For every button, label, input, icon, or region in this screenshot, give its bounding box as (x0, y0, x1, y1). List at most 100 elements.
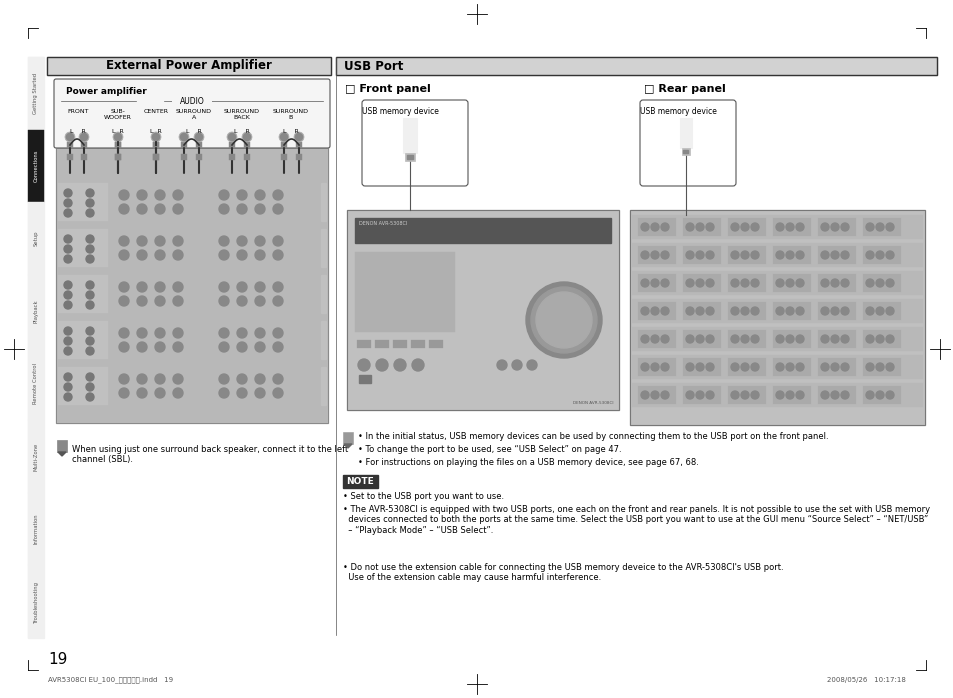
Circle shape (525, 282, 601, 358)
Bar (181, 142, 187, 148)
Bar (215, 321, 301, 359)
Circle shape (280, 133, 287, 140)
Circle shape (64, 327, 71, 335)
Circle shape (219, 190, 229, 200)
Circle shape (154, 282, 165, 292)
Circle shape (79, 132, 89, 142)
Circle shape (172, 388, 183, 398)
Bar (772, 246, 810, 264)
Circle shape (219, 296, 229, 306)
Circle shape (875, 391, 883, 399)
Polygon shape (344, 444, 352, 448)
FancyBboxPatch shape (639, 100, 735, 186)
Circle shape (119, 328, 129, 338)
Bar (195, 154, 202, 161)
Bar (115, 154, 121, 161)
Circle shape (660, 279, 668, 287)
Bar (772, 358, 810, 376)
Circle shape (273, 236, 283, 246)
Bar (115, 154, 121, 161)
Bar (47, 57, 331, 75)
Circle shape (254, 190, 265, 200)
Bar (862, 274, 900, 292)
Circle shape (254, 296, 265, 306)
Text: AVR5308CI EU_100_初検作成中.indd   19: AVR5308CI EU_100_初検作成中.indd 19 (48, 676, 172, 683)
Bar (862, 218, 900, 236)
Bar (343, 475, 377, 488)
Circle shape (119, 236, 129, 246)
Bar (215, 275, 301, 313)
Bar (281, 142, 287, 148)
Circle shape (242, 132, 252, 142)
Circle shape (775, 335, 783, 343)
Text: Remote Control: Remote Control (33, 364, 38, 404)
Circle shape (273, 342, 283, 352)
Circle shape (243, 133, 251, 140)
Circle shape (696, 251, 703, 259)
Text: L  R: L R (112, 129, 124, 134)
Circle shape (875, 279, 883, 287)
Bar (320, 275, 326, 313)
Circle shape (236, 342, 247, 352)
Circle shape (219, 342, 229, 352)
Circle shape (154, 342, 165, 352)
Circle shape (357, 359, 370, 371)
Bar (772, 274, 810, 292)
Circle shape (394, 359, 406, 371)
Text: • To change the port to be used, see “USB Select” on page 47.: • To change the port to be used, see “US… (357, 445, 621, 454)
Bar (727, 218, 765, 236)
Circle shape (64, 199, 71, 207)
Bar (638, 246, 676, 264)
Circle shape (137, 236, 147, 246)
Bar (817, 274, 855, 292)
Circle shape (830, 223, 838, 231)
Circle shape (295, 133, 302, 140)
Circle shape (64, 373, 71, 381)
Circle shape (875, 335, 883, 343)
Bar (682, 358, 720, 376)
Circle shape (86, 373, 94, 381)
Circle shape (885, 391, 893, 399)
Bar (862, 246, 900, 264)
Circle shape (119, 282, 129, 292)
Circle shape (875, 363, 883, 371)
Circle shape (64, 337, 71, 345)
Circle shape (660, 251, 668, 259)
Circle shape (875, 251, 883, 259)
Circle shape (119, 342, 129, 352)
Circle shape (750, 363, 759, 371)
Circle shape (119, 204, 129, 214)
Circle shape (236, 236, 247, 246)
Bar (682, 150, 687, 153)
Circle shape (219, 282, 229, 292)
Circle shape (730, 251, 739, 259)
Circle shape (830, 251, 838, 259)
Circle shape (640, 251, 648, 259)
Bar (28, 493, 44, 565)
Circle shape (236, 374, 247, 384)
Circle shape (865, 307, 873, 315)
Circle shape (412, 359, 423, 371)
Circle shape (841, 391, 848, 399)
Bar (320, 367, 326, 405)
Bar (407, 155, 413, 159)
Text: 2008/05/26   10:17:18: 2008/05/26 10:17:18 (826, 677, 905, 683)
Text: L    R: L R (71, 129, 86, 134)
Circle shape (86, 347, 94, 355)
Bar (358, 375, 371, 383)
Bar (681, 148, 689, 155)
Bar (67, 142, 73, 148)
Circle shape (254, 342, 265, 352)
Circle shape (254, 236, 265, 246)
Circle shape (821, 251, 828, 259)
Bar (631, 215, 923, 239)
Circle shape (740, 279, 748, 287)
Bar (116, 275, 201, 313)
Circle shape (172, 236, 183, 246)
Circle shape (730, 307, 739, 315)
Circle shape (740, 363, 748, 371)
Bar (58, 321, 108, 359)
Circle shape (236, 328, 247, 338)
Circle shape (80, 133, 88, 140)
Circle shape (119, 190, 129, 200)
